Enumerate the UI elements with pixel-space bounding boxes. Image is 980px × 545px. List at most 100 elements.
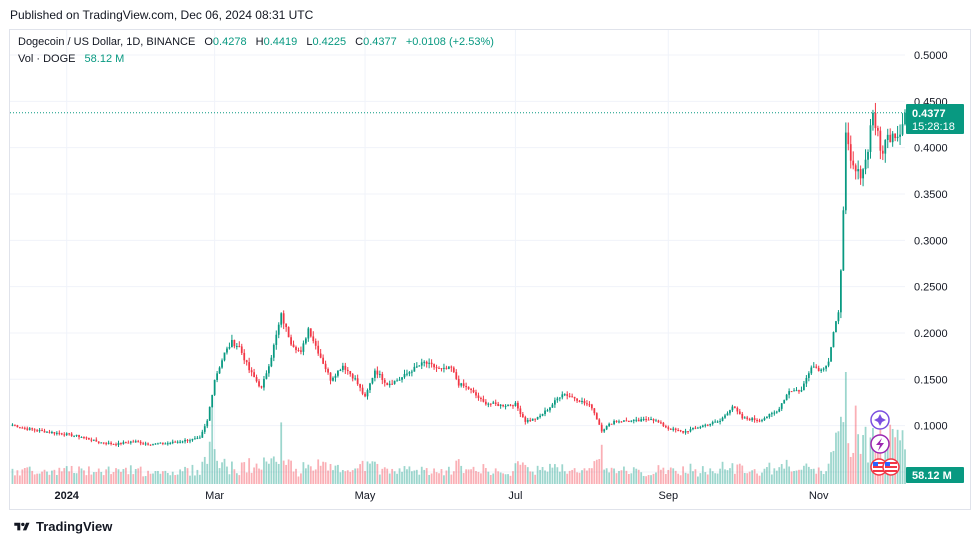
- volume-bar: [642, 475, 645, 484]
- volume-bar: [603, 469, 606, 484]
- candle-body: [472, 389, 475, 393]
- volume-bar: [635, 468, 638, 484]
- volume-bar: [775, 470, 778, 484]
- volume-bar: [822, 474, 825, 484]
- volume-bar: [815, 473, 818, 484]
- volume-bar: [687, 473, 689, 484]
- candle-body: [625, 420, 628, 422]
- candle-body: [443, 367, 445, 369]
- candle-body: [635, 419, 638, 421]
- volume-bar: [879, 429, 882, 484]
- volume-bar: [763, 468, 766, 484]
- volume-bar: [21, 469, 24, 484]
- volume-bar: [714, 473, 717, 484]
- event-icon[interactable]: [870, 410, 890, 430]
- candle-body: [820, 369, 823, 371]
- candle-body: [726, 413, 729, 416]
- volume-bar: [447, 466, 450, 484]
- volume-bar: [314, 469, 317, 484]
- volume-bar: [398, 468, 401, 484]
- volume-bar: [568, 470, 571, 484]
- price-tag-countdown: 15:28:18: [912, 121, 955, 133]
- lightning-icon[interactable]: [870, 434, 890, 454]
- volume-bar: [393, 471, 396, 484]
- volume-bar: [521, 462, 524, 484]
- candle-body: [48, 431, 51, 433]
- volume-bar: [590, 468, 593, 484]
- volume-bar: [780, 464, 783, 484]
- candle-body: [566, 394, 569, 396]
- us-flag-icon[interactable]: [882, 458, 900, 476]
- volume-bar: [733, 473, 736, 484]
- candle-body: [117, 442, 120, 446]
- volume-bar: [309, 466, 312, 484]
- candle-body: [664, 426, 667, 428]
- volume-bar: [115, 468, 117, 484]
- candle-body: [36, 430, 39, 432]
- candle-body: [287, 327, 290, 338]
- candle-body: [872, 112, 874, 126]
- candle-body: [176, 441, 179, 443]
- volume-bar: [213, 449, 216, 484]
- candle-body: [413, 366, 416, 372]
- candle-body: [381, 374, 384, 381]
- volume-bar: [208, 441, 211, 484]
- candle-body: [430, 362, 433, 365]
- candle-body: [576, 398, 578, 401]
- volume-bar: [403, 466, 406, 484]
- volume-bar: [766, 467, 768, 484]
- volume-bar: [697, 476, 699, 484]
- candle-body: [366, 390, 369, 397]
- candle-body: [857, 169, 860, 172]
- candle-body: [154, 443, 157, 445]
- volume-bar: [83, 470, 85, 484]
- volume-bar: [477, 471, 480, 484]
- volume-bar: [805, 463, 808, 484]
- candle-body: [517, 402, 519, 409]
- candle-body: [361, 387, 364, 394]
- chart-frame[interactable]: [9, 29, 971, 510]
- candle-body: [60, 433, 63, 435]
- volume-bar: [852, 452, 855, 484]
- volume-bar: [864, 426, 867, 484]
- volume-bar: [835, 432, 837, 484]
- candle-body: [758, 420, 761, 422]
- candle-body: [142, 443, 145, 445]
- tradingview-logo-icon: [14, 522, 30, 530]
- candle-body: [171, 441, 174, 443]
- volume-bar: [817, 467, 820, 484]
- volume-bar: [556, 467, 559, 484]
- candle-body: [467, 386, 470, 389]
- candle-body: [100, 442, 103, 444]
- volume-bar: [41, 471, 43, 484]
- volume-bar: [660, 469, 662, 484]
- volume-bar: [512, 471, 514, 484]
- volume-bar: [610, 467, 613, 484]
- volume-bar: [731, 463, 734, 484]
- volume-bar: [341, 470, 344, 484]
- candle-body: [869, 125, 872, 152]
- volume-bar: [55, 474, 58, 484]
- volume-bar: [198, 474, 201, 484]
- volume-bar: [862, 435, 864, 484]
- candle-body: [896, 136, 899, 139]
- candle-body: [70, 433, 73, 437]
- candle-body: [741, 413, 744, 419]
- symbol-title[interactable]: Dogecoin / US Dollar, 1D, BINANCE: [18, 36, 196, 48]
- candle-body: [805, 377, 808, 384]
- volume-label[interactable]: Vol · DOGE: [18, 53, 76, 65]
- volume-bar: [433, 468, 435, 484]
- volume-bar: [356, 468, 359, 484]
- candle-body: [886, 134, 889, 140]
- volume-bar: [194, 475, 196, 484]
- candle-body: [854, 165, 857, 172]
- volume-bar: [756, 473, 758, 484]
- tradingview-footer[interactable]: TradingView: [12, 519, 112, 534]
- candle-body: [223, 352, 226, 361]
- volume-bar: [669, 467, 672, 484]
- candle-body: [423, 361, 426, 363]
- time-axis[interactable]: 2024 Mar May Jul Sep Nov: [54, 490, 829, 502]
- candle-body: [842, 210, 845, 271]
- volume-bar: [721, 461, 724, 484]
